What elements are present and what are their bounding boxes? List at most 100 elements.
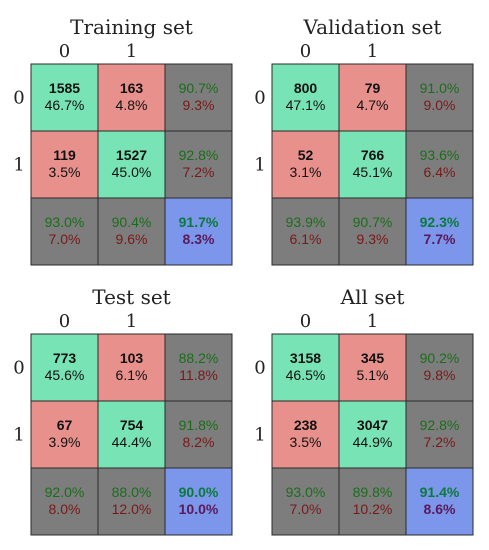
column-summary-cell: [271, 467, 340, 536]
column-summary-cell: [338, 467, 407, 536]
column-class-label: 0: [59, 41, 70, 62]
row-error: 6.4%: [424, 164, 456, 180]
column-error: 8.0%: [49, 501, 81, 517]
row-summary-cell: [164, 130, 233, 199]
row-precision: 91.0%: [420, 80, 460, 96]
cell-count: 163: [120, 80, 144, 96]
row-precision: 93.6%: [420, 147, 460, 163]
column-class-label: 1: [367, 311, 378, 332]
correct-cell: [338, 400, 407, 469]
row-class-label: 1: [13, 155, 24, 176]
column-class-label: 0: [300, 311, 311, 332]
column-error: 6.1%: [290, 231, 322, 247]
overall-accuracy: 91.7%: [179, 214, 219, 230]
row-error: 7.2%: [424, 434, 456, 450]
overall-accuracy: 90.0%: [179, 484, 219, 500]
row-error: 9.3%: [183, 97, 215, 113]
correct-cell: [271, 63, 340, 132]
correct-cell: [97, 130, 166, 199]
row-class-label: 0: [13, 358, 24, 379]
row-error: 9.0%: [424, 97, 456, 113]
cell-count: 119: [53, 147, 76, 163]
panel-title: Validation set: [303, 15, 442, 39]
cell-count: 79: [365, 80, 381, 96]
column-class-label: 1: [367, 41, 378, 62]
overall-accuracy-cell: [405, 197, 474, 266]
row-summary-cell: [405, 63, 474, 132]
cell-percent: 6.1%: [116, 367, 148, 383]
misclassified-cell: [97, 333, 166, 402]
cell-percent: 3.5%: [49, 164, 81, 180]
misclassified-cell: [271, 130, 340, 199]
column-class-label: 1: [126, 41, 137, 62]
column-summary-cell: [271, 197, 340, 266]
row-class-label: 0: [254, 88, 265, 109]
correct-cell: [30, 333, 99, 402]
row-precision: 91.8%: [179, 417, 219, 433]
cell-count: 103: [120, 350, 144, 366]
cell-count: 345: [361, 350, 385, 366]
column-summary-cell: [30, 467, 99, 536]
cell-count: 238: [294, 417, 318, 433]
cell-percent: 46.7%: [45, 97, 85, 113]
column-recall: 89.8%: [353, 484, 393, 500]
row-class-label: 1: [254, 425, 265, 446]
row-error: 8.2%: [183, 434, 215, 450]
overall-accuracy-cell: [164, 467, 233, 536]
misclassified-cell: [338, 333, 407, 402]
cell-count: 1527: [116, 147, 147, 163]
column-recall: 90.7%: [353, 214, 393, 230]
row-error: 9.8%: [424, 367, 456, 383]
cell-percent: 45.6%: [45, 367, 85, 383]
correct-cell: [30, 63, 99, 132]
column-error: 9.3%: [357, 231, 389, 247]
column-error: 7.0%: [49, 231, 81, 247]
column-class-label: 0: [300, 41, 311, 62]
overall-error: 8.3%: [183, 231, 215, 247]
cell-count: 800: [294, 80, 318, 96]
column-class-label: 0: [59, 311, 70, 332]
cell-count: 67: [57, 417, 73, 433]
column-recall: 93.0%: [45, 214, 85, 230]
column-error: 10.2%: [353, 501, 393, 517]
column-summary-cell: [30, 197, 99, 266]
row-class-label: 1: [13, 425, 24, 446]
correct-cell: [271, 333, 340, 402]
row-summary-cell: [164, 333, 233, 402]
cell-count: 773: [53, 350, 77, 366]
panel-title: Training set: [70, 15, 193, 39]
row-error: 7.2%: [183, 164, 215, 180]
cell-percent: 44.4%: [112, 434, 152, 450]
column-summary-cell: [97, 197, 166, 266]
row-precision: 90.7%: [179, 80, 219, 96]
column-error: 7.0%: [290, 501, 322, 517]
panel-title: All set: [340, 285, 405, 309]
row-precision: 92.8%: [420, 417, 460, 433]
cell-count: 52: [298, 147, 314, 163]
overall-accuracy: 92.3%: [420, 214, 460, 230]
overall-error: 7.7%: [424, 231, 456, 247]
column-error: 12.0%: [112, 501, 152, 517]
row-summary-cell: [164, 400, 233, 469]
panel-title: Test set: [92, 285, 170, 309]
overall-error: 8.6%: [424, 501, 456, 517]
cell-percent: 3.1%: [290, 164, 322, 180]
row-class-label: 0: [254, 358, 265, 379]
overall-accuracy-cell: [164, 197, 233, 266]
column-recall: 90.4%: [112, 214, 152, 230]
cell-count: 766: [361, 147, 385, 163]
row-summary-cell: [405, 130, 474, 199]
column-recall: 88.0%: [112, 484, 152, 500]
misclassified-cell: [30, 400, 99, 469]
column-error: 9.6%: [116, 231, 148, 247]
column-recall: 93.0%: [286, 484, 326, 500]
cell-percent: 45.1%: [353, 164, 393, 180]
cell-count: 3047: [357, 417, 388, 433]
column-summary-cell: [338, 197, 407, 266]
row-class-label: 0: [13, 88, 24, 109]
